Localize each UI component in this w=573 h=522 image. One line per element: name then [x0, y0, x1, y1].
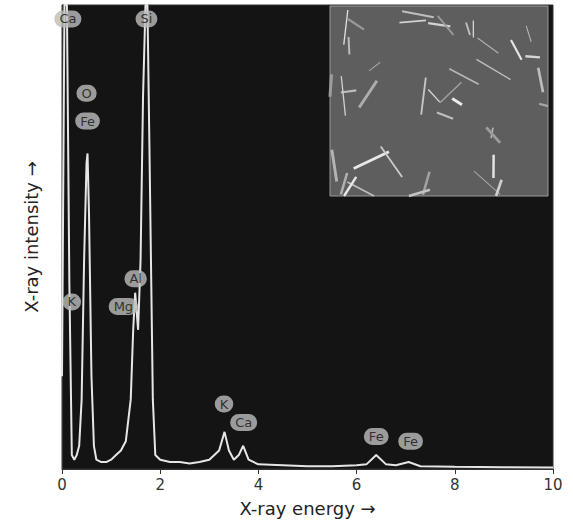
svg-text:K: K [68, 294, 77, 309]
svg-text:8: 8 [450, 476, 460, 494]
svg-text:X-ray energy →: X-ray energy → [239, 498, 375, 519]
svg-text:Fe: Fe [403, 434, 418, 449]
svg-text:O: O [81, 86, 91, 101]
svg-text:4: 4 [254, 476, 264, 494]
svg-text:Fe: Fe [369, 429, 384, 444]
svg-text:Ca: Ca [59, 11, 76, 26]
svg-text:Fe: Fe [80, 114, 95, 129]
svg-text:6: 6 [352, 476, 362, 494]
svg-text:0: 0 [57, 476, 67, 494]
svg-text:Mg: Mg [114, 299, 133, 314]
svg-text:K: K [220, 397, 229, 412]
svg-text:10: 10 [543, 476, 562, 494]
svg-text:Al: Al [129, 271, 142, 286]
svg-text:Ca: Ca [235, 415, 252, 430]
svg-text:2: 2 [155, 476, 165, 494]
svg-text:Si: Si [141, 11, 153, 26]
svg-text:X-ray intensity →: X-ray intensity → [21, 161, 42, 313]
